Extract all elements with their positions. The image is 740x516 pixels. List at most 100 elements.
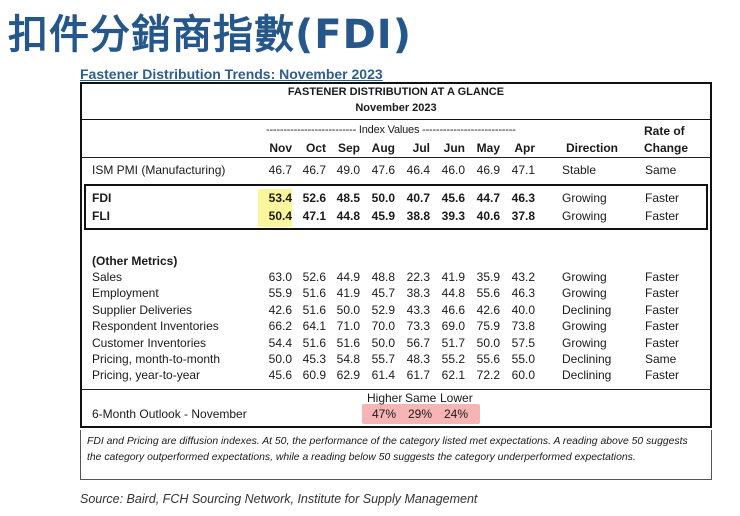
ism-row-value: 46.4 [406,163,430,177]
outlook-value: 24% [444,407,469,421]
metric-row-value: 61.4 [371,368,395,383]
outlook-divider [82,389,710,390]
fli-row-value: 45.9 [371,209,395,223]
metric-row-rate: Same [645,352,677,366]
table-heading: FASTENER DISTRIBUTION AT A GLANCE [287,86,505,98]
metric-row-value: 51.6 [302,335,326,350]
metric-row-value: 64.1 [302,319,326,334]
metric-row-value: 63.0 [268,270,292,284]
metric-row-value: 52.6 [302,270,326,284]
metric-row-value: 51.7 [441,335,465,350]
metric-row-value: 54.8 [336,352,360,366]
fdi-row-value: 40.7 [406,191,430,205]
metric-row-value: 51.6 [302,302,326,317]
metric-row-value: 69.0 [441,319,465,334]
fdi-fli-box [84,184,708,230]
table-heading-date: November 2023 [355,102,437,114]
metric-row-value: 43.3 [406,302,430,317]
metric-row-direction: Declining [562,352,612,366]
report-subtitle: Fastener Distribution Trends: November 2… [80,66,383,82]
metric-row-label: Supplier Deliveries [92,302,193,317]
metric-row-value: 55.6 [476,352,500,366]
metric-row-direction: Growing [562,270,607,284]
fli-row-value: 50.4 [268,209,292,223]
ism-row-value: 49.0 [336,163,360,177]
page-title: 扣件分銷商指數(FDI) [8,12,412,58]
index-values-label: -------------------------- Index Values … [266,124,516,136]
ism-row-value: 47.6 [371,163,395,177]
fdi-row-value: 46.3 [511,191,535,205]
outlook-header-higher: Higher [367,391,403,405]
metric-row-value: 60.9 [302,368,326,383]
footnote: FDI and Pricing are diffusion indexes. A… [80,430,712,480]
outlook-header-same: Same [405,391,437,405]
fli-row-label: FLI [92,209,110,223]
ism-row-value: 46.7 [268,163,292,177]
month-header-jun: Jun [443,141,465,155]
fli-row-direction: Growing [562,209,607,223]
ism-row-label: ISM PMI (Manufacturing) [92,163,226,177]
fdi-row-value: 52.6 [302,191,326,205]
source-note: Source: Baird, FCH Sourcing Network, Ins… [80,492,478,506]
metric-row-value: 51.6 [302,286,326,301]
outlook-highlight [362,404,480,424]
outlook-value: 29% [408,407,433,421]
outlook-header-lower: Lower [440,391,473,405]
metric-row-value: 50.0 [476,335,500,350]
metric-row-value: 62.1 [441,368,465,383]
metric-row-value: 73.3 [406,319,430,334]
metric-row-value: 50.0 [336,302,360,317]
metric-row-value: 43.2 [511,270,535,284]
metric-row-value: 71.0 [336,319,360,334]
metric-row-value: 35.9 [476,270,500,284]
fdi-row-value: 50.0 [371,191,395,205]
ism-row-value: 46.9 [476,163,500,177]
metric-row-value: 44.9 [336,270,360,284]
metric-row-value: 55.6 [476,286,500,301]
metric-row-value: 40.0 [511,302,535,317]
other-metrics-heading: (Other Metrics) [92,254,178,268]
metric-row-value: 66.2 [268,319,292,334]
current-month-highlight [258,189,292,227]
metric-row-label: Sales [92,270,123,284]
metric-row-value: 56.7 [406,335,430,350]
metric-row-direction: Growing [562,335,607,350]
fli-row-value: 37.8 [511,209,535,223]
outlook-value: 47% [372,407,397,421]
metric-row-value: 50.0 [268,352,292,366]
metric-row-value: 50.0 [371,335,395,350]
metric-row-value: 62.9 [336,368,360,383]
outlook-label: 6-Month Outlook - November [92,407,247,421]
direction-header: Direction [566,141,619,155]
fdi-row-rate: Faster [645,191,680,205]
fdi-row-label: FDI [92,191,112,205]
summary-table [80,82,712,428]
fdi-row-value: 44.7 [476,191,500,205]
metric-row-value: 75.9 [476,319,500,334]
metric-row-value: 41.9 [441,270,465,284]
metric-row-direction: Growing [562,286,607,301]
metric-row-value: 52.9 [371,302,395,317]
metric-row-value: 38.3 [406,286,430,301]
metric-row-rate: Faster [645,335,680,350]
metric-row-value: 73.8 [511,319,535,334]
metric-row-label: Pricing, month-to-month [92,352,221,366]
ism-row-value: 46.7 [302,163,326,177]
metric-row-rate: Faster [645,319,680,334]
metric-row-rate: Faster [645,368,680,383]
metric-row-label: Respondent Inventories [92,319,219,334]
metric-row-value: 46.3 [511,286,535,301]
metric-row-value: 70.0 [371,319,395,334]
metric-row-rate: Faster [645,270,680,284]
metric-row-direction: Growing [562,319,607,334]
metric-row-value: 61.7 [406,368,430,383]
month-header-sep: Sep [337,141,360,155]
metric-row-value: 46.6 [441,302,465,317]
metric-row-value: 42.6 [476,302,500,317]
month-header-may: May [476,141,500,155]
rate-header-line2: Change [644,141,689,155]
metric-row-value: 48.3 [406,352,430,366]
fli-row-value: 38.8 [406,209,430,223]
metric-row-value: 57.5 [511,335,535,350]
metric-row-value: 22.3 [406,270,430,284]
